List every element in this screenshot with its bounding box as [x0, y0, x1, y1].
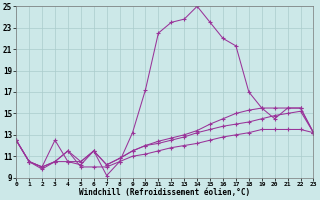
X-axis label: Windchill (Refroidissement éolien,°C): Windchill (Refroidissement éolien,°C) [79, 188, 250, 197]
